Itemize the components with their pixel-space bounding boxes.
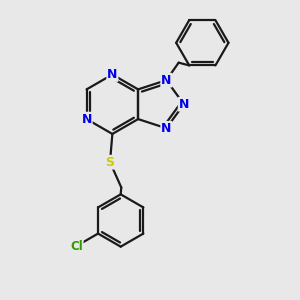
Text: Cl: Cl (70, 240, 83, 253)
Text: N: N (81, 112, 92, 126)
Text: N: N (161, 74, 172, 87)
Text: N: N (179, 98, 189, 111)
Text: S: S (106, 156, 115, 169)
Text: N: N (107, 68, 118, 81)
Text: N: N (161, 122, 172, 135)
